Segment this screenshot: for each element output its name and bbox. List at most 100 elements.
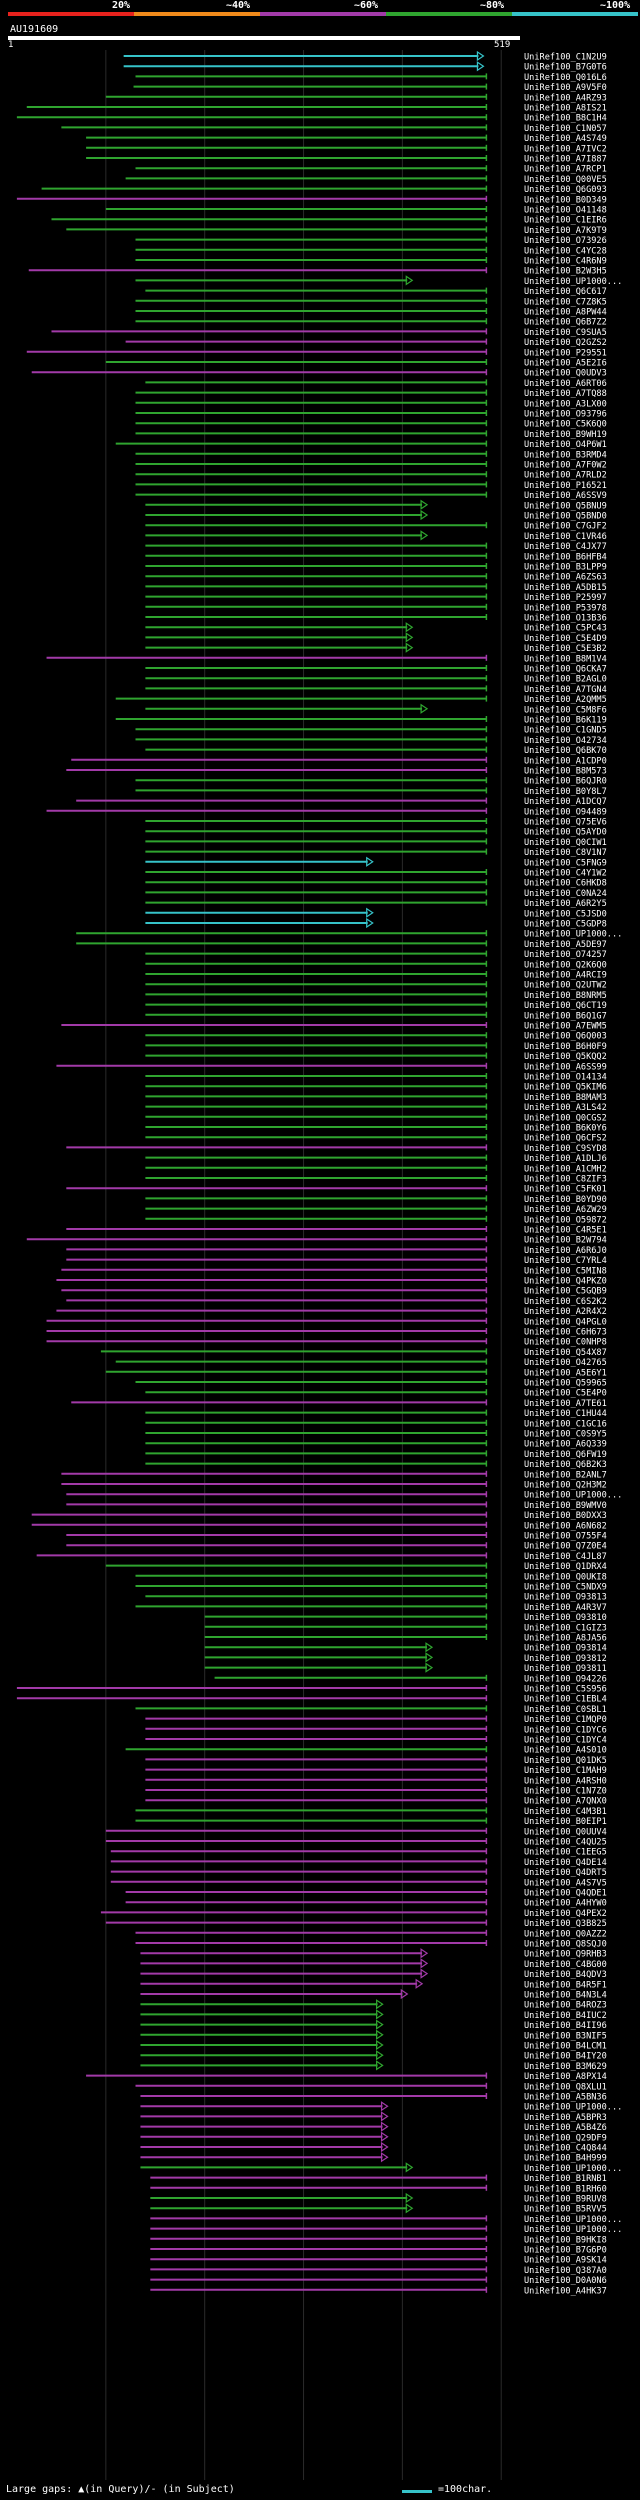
hit-label[interactable]: UniRef100_B6K0Y6: [524, 1124, 607, 1134]
hit-label[interactable]: UniRef100_Q016L6: [524, 73, 607, 83]
hit-label[interactable]: UniRef100_Q4QDE1: [524, 1889, 607, 1899]
hit-label[interactable]: UniRef100_B8MAM3: [524, 1093, 607, 1103]
hit-label[interactable]: UniRef100_B8M1V4: [524, 654, 607, 664]
hit-label[interactable]: UniRef100_B3M629: [524, 2062, 607, 2072]
hit-label[interactable]: UniRef100_B3RMD4: [524, 450, 607, 460]
hit-label[interactable]: UniRef100_A5DB15: [524, 583, 607, 593]
hit-label[interactable]: UniRef100_C0S9Y5: [524, 1430, 607, 1440]
hit-label[interactable]: UniRef100_P25997: [524, 593, 607, 603]
hit-label[interactable]: UniRef100_A4RZ93: [524, 93, 607, 103]
hit-label[interactable]: UniRef100_Q6CT19: [524, 1001, 607, 1011]
hit-label[interactable]: UniRef100_Q8SQJ0: [524, 1940, 607, 1950]
hit-label[interactable]: UniRef100_A6SS99: [524, 1062, 607, 1072]
hit-label[interactable]: UniRef100_C1DYC4: [524, 1736, 607, 1746]
hit-label[interactable]: UniRef100_A4S7V5: [524, 1878, 607, 1888]
hit-label[interactable]: UniRef100_O42734: [524, 736, 607, 746]
hit-label[interactable]: UniRef100_Q75EV6: [524, 818, 607, 828]
hit-label[interactable]: UniRef100_C1EBL4: [524, 1695, 607, 1705]
hit-label[interactable]: UniRef100_B7G0T6: [524, 63, 607, 73]
hit-label[interactable]: UniRef100_B0DXX3: [524, 1511, 607, 1521]
hit-label[interactable]: UniRef100_B4LCM1: [524, 2042, 607, 2052]
hit-label[interactable]: UniRef100_B6QJR0: [524, 777, 607, 787]
hit-label[interactable]: UniRef100_A5BPR3: [524, 2113, 607, 2123]
hit-label[interactable]: UniRef100_Q9RHB3: [524, 1950, 607, 1960]
hit-label[interactable]: UniRef100_C1GIZ3: [524, 1623, 607, 1633]
hit-label[interactable]: UniRef100_A1CDP0: [524, 756, 607, 766]
hit-label[interactable]: UniRef100_P29551: [524, 348, 607, 358]
hit-label[interactable]: UniRef100_C4Q844: [524, 2144, 607, 2154]
hit-label[interactable]: UniRef100_C5E4P0: [524, 1389, 607, 1399]
hit-label[interactable]: UniRef100_A7IVC2: [524, 144, 607, 154]
hit-label[interactable]: UniRef100_A3LX00: [524, 399, 607, 409]
hit-label[interactable]: UniRef100_C5FNG9: [524, 858, 607, 868]
hit-label[interactable]: UniRef100_C9SYD8: [524, 1144, 607, 1154]
hit-label[interactable]: UniRef100_C7GJF2: [524, 522, 607, 532]
hit-label[interactable]: UniRef100_Q5BND0: [524, 512, 607, 522]
hit-label[interactable]: UniRef100_UP1000...: [524, 277, 622, 287]
hit-label[interactable]: UniRef100_A1DCQ7: [524, 797, 607, 807]
hit-label[interactable]: UniRef100_B2W794: [524, 1236, 607, 1246]
hit-label[interactable]: UniRef100_B3LPP9: [524, 563, 607, 573]
hit-label[interactable]: UniRef100_Q4PKZ0: [524, 1277, 607, 1287]
hit-label[interactable]: UniRef100_O59872: [524, 1215, 607, 1225]
hit-label[interactable]: UniRef100_B6HFB4: [524, 552, 607, 562]
hit-label[interactable]: UniRef100_C4M3B1: [524, 1807, 607, 1817]
hit-label[interactable]: UniRef100_O93810: [524, 1613, 607, 1623]
hit-label[interactable]: UniRef100_Q54X87: [524, 1348, 607, 1358]
hit-label[interactable]: UniRef100_A1CMH2: [524, 1164, 607, 1174]
hit-label[interactable]: UniRef100_A5B4Z6: [524, 2123, 607, 2133]
hit-label[interactable]: UniRef100_A8JA56: [524, 1634, 607, 1644]
hit-label[interactable]: UniRef100_B4H999: [524, 2154, 607, 2164]
hit-label[interactable]: UniRef100_A4RSH0: [524, 1776, 607, 1786]
hit-label[interactable]: UniRef100_A5E6Y1: [524, 1368, 607, 1378]
hit-label[interactable]: UniRef100_A6R2Y5: [524, 899, 607, 909]
hit-label[interactable]: UniRef100_Q7Z0E4: [524, 1542, 607, 1552]
hit-label[interactable]: UniRef100_C4JL87: [524, 1552, 607, 1562]
hit-label[interactable]: UniRef100_Q2UTW2: [524, 981, 607, 991]
hit-label[interactable]: UniRef100_B0D349: [524, 195, 607, 205]
hit-label[interactable]: UniRef100_A6R6J0: [524, 1246, 607, 1256]
hit-label[interactable]: UniRef100_C4QU25: [524, 1838, 607, 1848]
hit-label[interactable]: UniRef100_B4IUC2: [524, 2011, 607, 2021]
hit-label[interactable]: UniRef100_A6ZS63: [524, 573, 607, 583]
hit-label[interactable]: UniRef100_A8IS21: [524, 104, 607, 114]
hit-label[interactable]: UniRef100_P53978: [524, 603, 607, 613]
hit-label[interactable]: UniRef100_B2AGL0: [524, 675, 607, 685]
hit-label[interactable]: UniRef100_Q2H3M2: [524, 1481, 607, 1491]
hit-label[interactable]: UniRef100_C1GC16: [524, 1419, 607, 1429]
hit-label[interactable]: UniRef100_A8PX14: [524, 2072, 607, 2082]
hit-label[interactable]: UniRef100_Q0UKI8: [524, 1572, 607, 1582]
hit-label[interactable]: UniRef100_A9V5F0: [524, 83, 607, 93]
hit-label[interactable]: UniRef100_B9WMV0: [524, 1501, 607, 1511]
hit-label[interactable]: UniRef100_C1VR46: [524, 532, 607, 542]
hit-label[interactable]: UniRef100_A6SSV9: [524, 491, 607, 501]
hit-label[interactable]: UniRef100_O94226: [524, 1674, 607, 1684]
hit-label[interactable]: UniRef100_B9HKI8: [524, 2235, 607, 2245]
hit-label[interactable]: UniRef100_C4JX77: [524, 542, 607, 552]
hit-label[interactable]: UniRef100_C6S2K2: [524, 1297, 607, 1307]
hit-label[interactable]: UniRef100_Q4PGL0: [524, 1317, 607, 1327]
hit-label[interactable]: UniRef100_B0Y8L7: [524, 787, 607, 797]
hit-label[interactable]: UniRef100_C5M8F6: [524, 705, 607, 715]
hit-label[interactable]: UniRef100_O74257: [524, 950, 607, 960]
hit-label[interactable]: UniRef100_Q6Q003: [524, 1032, 607, 1042]
hit-label[interactable]: UniRef100_A6RT06: [524, 379, 607, 389]
hit-label[interactable]: UniRef100_B0EIP1: [524, 1817, 607, 1827]
hit-label[interactable]: UniRef100_B6Q1G7: [524, 1011, 607, 1021]
hit-label[interactable]: UniRef100_Q8XLU1: [524, 2082, 607, 2092]
hit-label[interactable]: UniRef100_A7F0W2: [524, 461, 607, 471]
hit-label[interactable]: UniRef100_C5NDX9: [524, 1583, 607, 1593]
hit-label[interactable]: UniRef100_Q0UDV3: [524, 369, 607, 379]
hit-label[interactable]: UniRef100_C5JSD0: [524, 909, 607, 919]
hit-label[interactable]: UniRef100_Q6CKA7: [524, 665, 607, 675]
hit-label[interactable]: UniRef100_B5RVV5: [524, 2205, 607, 2215]
hit-label[interactable]: UniRef100_Q6FW19: [524, 1450, 607, 1460]
hit-label[interactable]: UniRef100_A2R4X2: [524, 1307, 607, 1317]
hit-label[interactable]: UniRef100_A7RLD2: [524, 471, 607, 481]
hit-label[interactable]: UniRef100_C7Z8K5: [524, 297, 607, 307]
hit-label[interactable]: UniRef100_B2ANL7: [524, 1470, 607, 1480]
hit-label[interactable]: UniRef100_Q0CGS2: [524, 1113, 607, 1123]
hit-label[interactable]: UniRef100_UP1000...: [524, 2225, 622, 2235]
hit-label[interactable]: UniRef100_O13B36: [524, 614, 607, 624]
hit-label[interactable]: UniRef100_B8C1H4: [524, 114, 607, 124]
